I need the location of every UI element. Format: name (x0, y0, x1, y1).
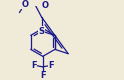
Text: F: F (31, 61, 37, 70)
Text: F: F (48, 61, 54, 70)
Text: O: O (42, 1, 49, 10)
Text: F: F (40, 71, 46, 80)
Text: O: O (21, 0, 28, 9)
Text: S: S (39, 27, 45, 36)
